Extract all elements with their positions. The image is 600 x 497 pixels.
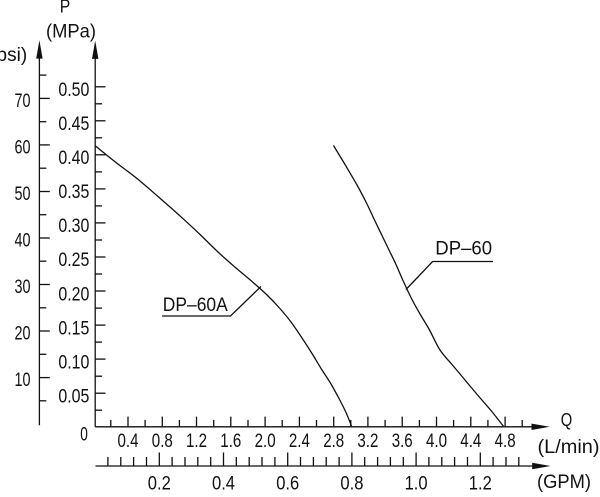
svg-text:0.15: 0.15	[58, 317, 89, 339]
svg-text:(MPa): (MPa)	[46, 21, 96, 43]
svg-text:10: 10	[15, 369, 31, 391]
svg-text:(psi): (psi)	[0, 44, 27, 66]
svg-text:0.05: 0.05	[58, 385, 89, 407]
svg-text:1.2: 1.2	[469, 473, 492, 495]
svg-text:40: 40	[15, 230, 31, 252]
svg-text:0.4: 0.4	[212, 473, 235, 495]
svg-text:0: 0	[80, 423, 88, 445]
svg-text:2.8: 2.8	[323, 430, 344, 452]
svg-text:4.4: 4.4	[460, 430, 481, 452]
svg-text:0.8: 0.8	[340, 473, 363, 495]
svg-text:60: 60	[15, 136, 31, 158]
svg-text:P: P	[60, 0, 71, 17]
svg-text:4.0: 4.0	[426, 430, 447, 452]
svg-text:70: 70	[15, 90, 31, 112]
svg-text:0.4: 0.4	[118, 430, 139, 452]
svg-text:2.4: 2.4	[289, 430, 310, 452]
svg-text:0.50: 0.50	[58, 79, 89, 101]
svg-text:0.30: 0.30	[58, 215, 89, 237]
svg-text:(L/min): (L/min)	[538, 436, 600, 458]
svg-text:0.25: 0.25	[58, 249, 89, 271]
svg-text:2.0: 2.0	[255, 430, 276, 452]
svg-text:1.0: 1.0	[405, 473, 428, 495]
svg-text:0.20: 0.20	[58, 283, 89, 305]
svg-text:30: 30	[15, 276, 31, 298]
svg-text:0.10: 0.10	[58, 351, 89, 373]
svg-text:0.45: 0.45	[58, 113, 89, 135]
svg-text:0.6: 0.6	[276, 473, 299, 495]
svg-text:1.2: 1.2	[186, 430, 207, 452]
svg-text:0.35: 0.35	[58, 181, 89, 203]
svg-text:(GPM): (GPM)	[537, 471, 591, 493]
svg-text:DP–60A: DP–60A	[163, 294, 228, 316]
svg-text:3.2: 3.2	[357, 430, 378, 452]
svg-text:DP–60: DP–60	[435, 238, 492, 260]
svg-text:0.8: 0.8	[152, 430, 173, 452]
svg-text:20: 20	[15, 323, 31, 345]
svg-text:50: 50	[15, 183, 31, 205]
svg-text:Q: Q	[561, 410, 573, 430]
svg-text:4.8: 4.8	[495, 430, 516, 452]
svg-text:0.2: 0.2	[148, 473, 171, 495]
svg-text:3.6: 3.6	[392, 430, 413, 452]
svg-text:0.40: 0.40	[58, 147, 89, 169]
svg-text:1.6: 1.6	[220, 430, 241, 452]
